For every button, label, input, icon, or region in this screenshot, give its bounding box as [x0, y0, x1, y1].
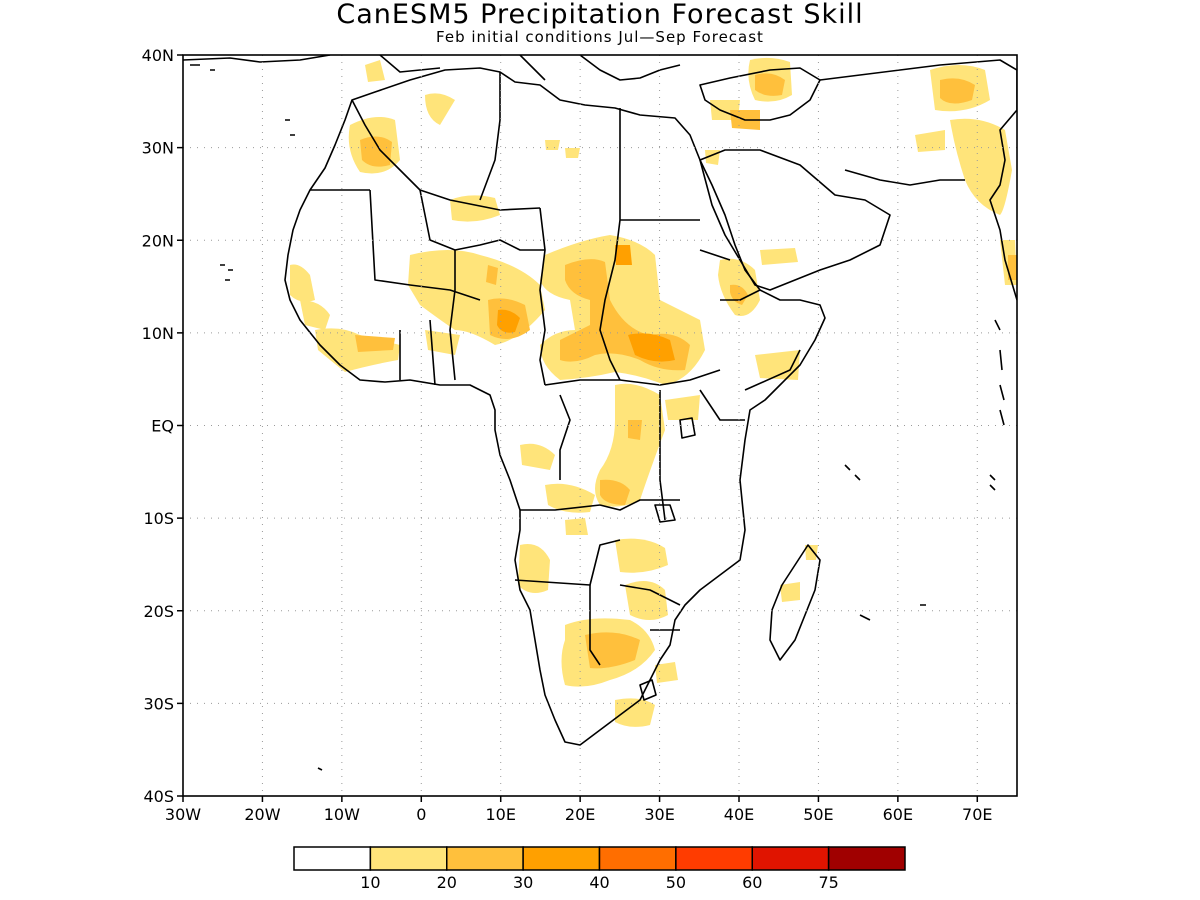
legend-swatch — [827, 846, 906, 871]
lon-tick-label: 20E — [565, 805, 595, 824]
longitude-axis: 30W 20W 10W 0 10E 20E 30E 40E 50E 60E 70E — [165, 796, 993, 824]
lon-tick-label: 40E — [724, 805, 754, 824]
legend-label: 60 — [742, 873, 762, 892]
lat-tick-label: 30S — [143, 694, 174, 713]
legend-swatch — [369, 846, 448, 871]
legend-swatch — [598, 846, 677, 871]
legend-label: 30 — [513, 873, 533, 892]
legend-swatch — [293, 846, 372, 871]
legend-swatch — [675, 846, 753, 871]
map-title: CanESM5 Precipitation Forecast Skill — [336, 0, 864, 30]
legend-label: 50 — [666, 873, 686, 892]
latitude-axis: 40N 30N 20N 10N EQ 10S 20S 30S 40S — [142, 46, 183, 806]
lat-tick-label: 10N — [142, 324, 174, 343]
legend-label: 20 — [437, 873, 457, 892]
lon-tick-label: 10W — [324, 805, 360, 824]
lon-tick-label: 20W — [244, 805, 280, 824]
map-gridlines — [183, 55, 1017, 796]
coastline-outlines — [183, 55, 1017, 771]
map-frame — [182, 54, 1018, 797]
legend-swatch — [751, 846, 830, 871]
lat-tick-label: 40S — [143, 787, 174, 806]
skill-shading — [290, 57, 1017, 727]
lon-tick-label: 50E — [803, 805, 833, 824]
legend-swatch — [522, 846, 601, 871]
legend-label: 10 — [360, 873, 380, 892]
lat-tick-label: EQ — [151, 417, 174, 436]
lon-tick-label: 10E — [485, 805, 515, 824]
lon-tick-label: 0 — [416, 805, 426, 824]
lon-tick-label: 30E — [644, 805, 674, 824]
lat-tick-label: 20N — [142, 231, 174, 250]
lat-tick-label: 40N — [142, 46, 174, 65]
lon-tick-label: 30W — [165, 805, 201, 824]
legend-label: 40 — [589, 873, 609, 892]
lat-tick-label: 30N — [142, 139, 174, 158]
legend-label: 75 — [818, 873, 838, 892]
lat-tick-label: 10S — [143, 509, 174, 528]
map-subtitle: Feb initial conditions Jul—Sep Forecast — [436, 28, 764, 46]
lon-tick-label: 70E — [962, 805, 992, 824]
lon-tick-label: 60E — [883, 805, 913, 824]
legend-swatch — [446, 846, 524, 871]
lat-tick-label: 20S — [143, 602, 174, 621]
color-legend: 10 20 30 40 50 60 75 — [293, 846, 906, 892]
